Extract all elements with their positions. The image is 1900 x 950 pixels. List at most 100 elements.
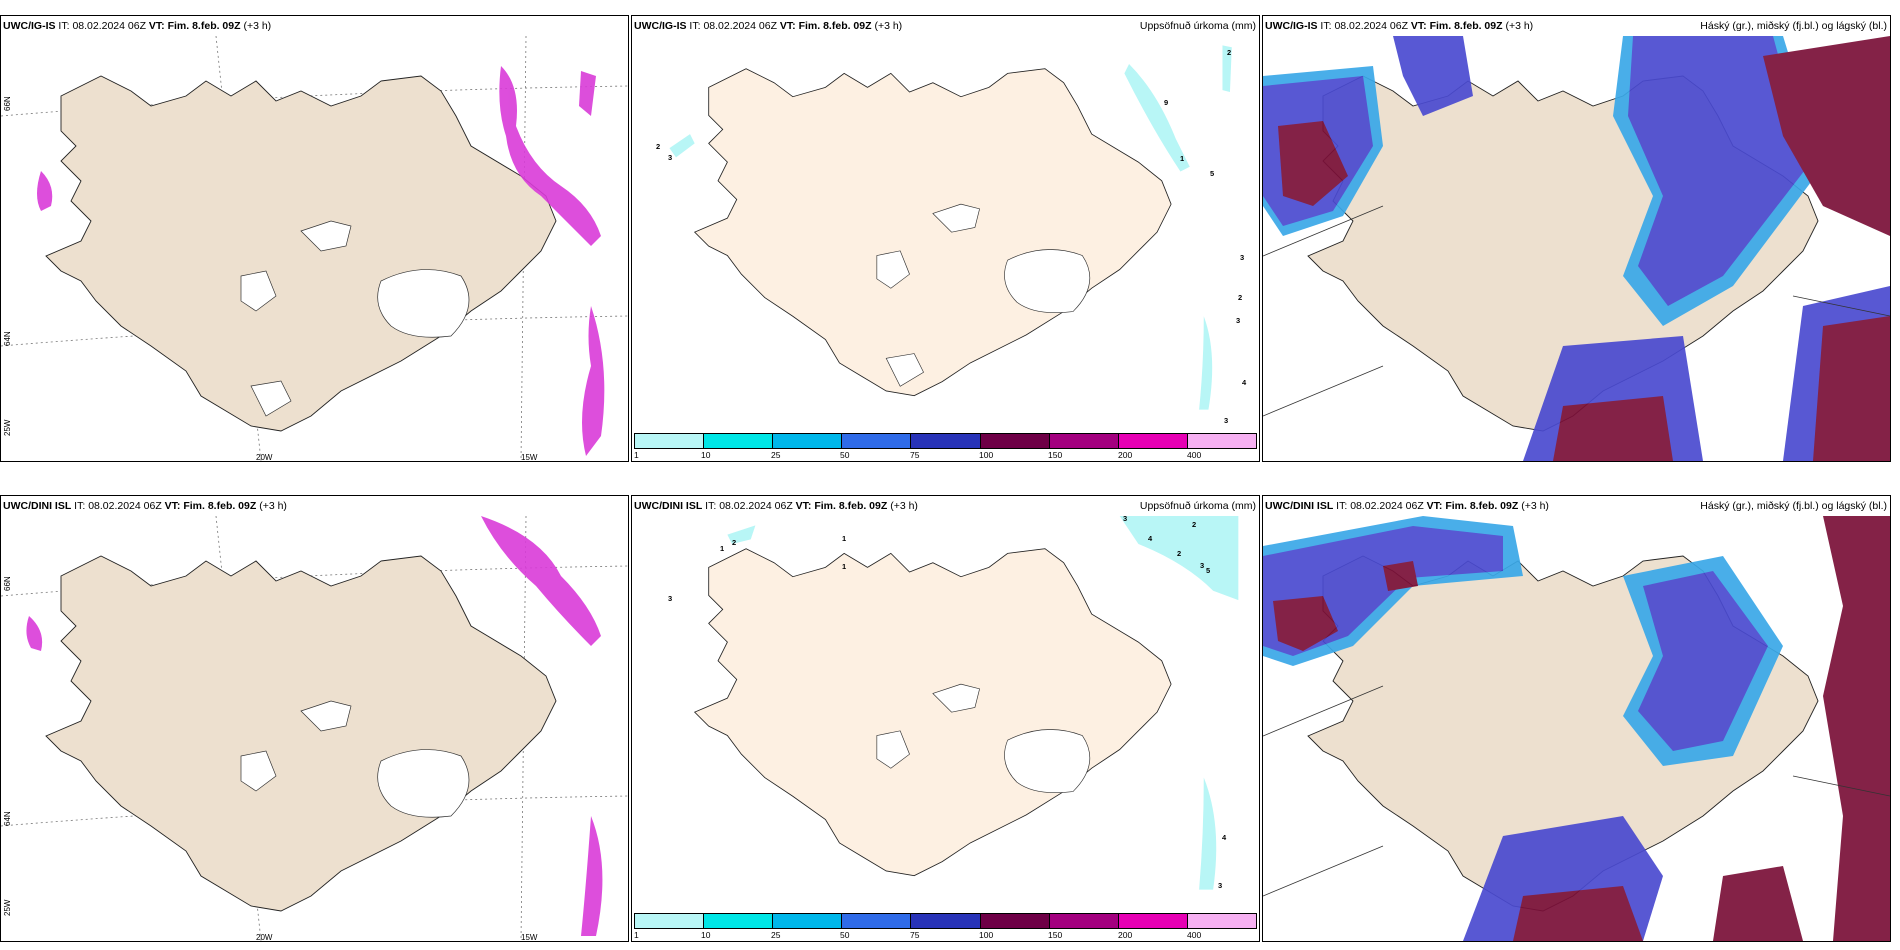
precip-amount: 3 [1236, 316, 1241, 325]
legend-tick: 25 [771, 930, 781, 940]
legend-tick: 50 [840, 930, 850, 940]
cloud-map-panel-dini: UWC/DINI ISL IT: 08.02.2024 06Z VT: Fim.… [1262, 495, 1891, 942]
lat-label: 25W [3, 899, 12, 916]
it-label: IT: [1320, 20, 1332, 32]
legend-swatch [911, 434, 981, 448]
panel-header: UWC/DINI ISL IT: 08.02.2024 06Z VT: Fim.… [634, 500, 918, 512]
legend-swatch [1118, 914, 1188, 928]
panel-header: UWC/DINI ISL IT: 08.02.2024 06Z VT: Fim.… [3, 500, 287, 512]
legend-color-bar [634, 913, 1257, 929]
precip-map [693, 516, 1239, 890]
lat-label: 66N [3, 96, 12, 111]
precip-amount: 2 [1227, 48, 1232, 57]
model-name: UWC/DINI ISL [1265, 500, 1334, 512]
lead-time: (+3 h) [890, 500, 918, 512]
lead-time: (+3 h) [259, 500, 287, 512]
legend-tick: 150 [1048, 930, 1063, 940]
legend-swatch [842, 434, 912, 448]
lead-time: (+3 h) [874, 20, 903, 32]
lat-label: 64N [3, 331, 12, 346]
precip-amount: 1 [842, 562, 847, 571]
legend-swatch [1187, 914, 1256, 928]
init-time: 08.02.2024 06Z [88, 500, 162, 512]
legend-swatch [704, 914, 774, 928]
lon-label: 15W [521, 453, 538, 462]
precip-map-panel-igis: UWC/IG-IS IT: 08.02.2024 06Z VT: Fim. 8.… [631, 15, 1260, 462]
precip-amount: 3 [1240, 253, 1245, 262]
lead-time: (+3 h) [1505, 20, 1534, 32]
legend-swatch [704, 434, 774, 448]
precip-legend: 1 10 25 50 75 100 150 200 400 [632, 433, 1259, 461]
vt-label: VT: [148, 20, 165, 32]
precip-amount: 9 [1164, 98, 1169, 107]
precip-amount: 2 [1177, 549, 1182, 558]
wind-map [1, 36, 628, 461]
legend-swatch [1049, 434, 1119, 448]
lon-label: 20W [256, 933, 273, 942]
legend-tick: 400 [1187, 450, 1202, 460]
vt-label: VT: [1410, 20, 1427, 32]
legend-tick: 150 [1048, 450, 1063, 460]
map-title: Háský (gr.), miðský (fj.bl.) og lágský (… [1700, 20, 1887, 32]
vt-label: VT: [164, 500, 181, 512]
model-name: UWC/IG-IS [1265, 20, 1318, 32]
precip-amount: 2 [656, 142, 661, 151]
legend-tick: 200 [1118, 930, 1133, 940]
lead-time: (+3 h) [1521, 500, 1549, 512]
precip-amount: 4 [1222, 833, 1227, 842]
wind-map [1, 516, 628, 941]
model-name: UWC/DINI ISL [634, 500, 703, 512]
it-label: IT: [1336, 500, 1348, 512]
model-name: UWC/IG-IS [3, 20, 56, 32]
precip-amount: 4 [1242, 378, 1247, 387]
init-time: 08.02.2024 06Z [72, 20, 146, 32]
valid-time: Fim. 8.feb. 09Z [167, 20, 241, 32]
vt-label: VT: [779, 20, 796, 32]
legend-swatch [980, 914, 1050, 928]
map-title: Háský (gr.), miðský (fj.bl.) og lágský (… [1700, 500, 1887, 512]
panel-header: UWC/IG-IS IT: 08.02.2024 06Z VT: Fim. 8.… [1265, 20, 1533, 32]
panel-header: UWC/IG-IS IT: 08.02.2024 06Z VT: Fim. 8.… [3, 20, 271, 32]
panel-header: UWC/IG-IS IT: 08.02.2024 06Z VT: Fim. 8.… [634, 20, 902, 32]
legend-tick: 100 [979, 450, 994, 460]
precip-amount: 4 [1148, 534, 1153, 543]
iceland-land [45, 75, 557, 432]
precip-amount: 1 [720, 544, 725, 553]
precip-amount: 3 [1200, 561, 1205, 570]
precip-amount: 2 [1238, 293, 1243, 302]
lon-label: 15W [521, 933, 538, 942]
precip-amount: 5 [1210, 169, 1215, 178]
lat-label: 64N [3, 811, 12, 826]
legend-tick: 10 [701, 930, 711, 940]
vt-label: VT: [1426, 500, 1443, 512]
model-name: UWC/DINI ISL [3, 500, 72, 512]
map-title: Uppsöfnuð úrkoma (mm) [1139, 20, 1256, 32]
legend-tick: 75 [910, 450, 920, 460]
precip-amount: 1 [1180, 154, 1185, 163]
lat-label: 66N [3, 576, 12, 591]
wind-map-panel-dini: UWC/DINI ISL IT: 08.02.2024 06Z VT: Fim.… [0, 495, 629, 942]
cloud-map-panel-igis: UWC/IG-IS IT: 08.02.2024 06Z VT: Fim. 8.… [1262, 15, 1891, 462]
valid-time: Fim. 8.feb. 09Z [798, 20, 872, 32]
legend-tick: 75 [910, 930, 920, 940]
legend-tick: 10 [701, 450, 711, 460]
legend-tick: 25 [771, 450, 781, 460]
map-title: Uppsöfnuð úrkoma (mm) [1139, 500, 1256, 512]
precip-amount: 2 [732, 538, 737, 547]
precip-legend: 1 10 25 50 75 100 150 200 400 [632, 913, 1259, 941]
it-label: IT: [689, 20, 701, 32]
it-label: IT: [58, 20, 70, 32]
panel-header: UWC/DINI ISL IT: 08.02.2024 06Z VT: Fim.… [1265, 500, 1549, 512]
legend-tick: 400 [1187, 930, 1202, 940]
precip-amount: 3 [1218, 881, 1223, 890]
init-time: 08.02.2024 06Z [1350, 500, 1424, 512]
legend-tick: 200 [1118, 450, 1133, 460]
lat-label: 25W [3, 419, 12, 436]
it-label: IT: [705, 500, 717, 512]
valid-time: Fim. 8.feb. 09Z [1445, 500, 1519, 512]
it-label: IT: [74, 500, 86, 512]
precip-map [669, 45, 1232, 410]
legend-tick: 1 [634, 930, 639, 940]
legend-swatch [635, 434, 705, 448]
vt-label: VT: [795, 500, 812, 512]
